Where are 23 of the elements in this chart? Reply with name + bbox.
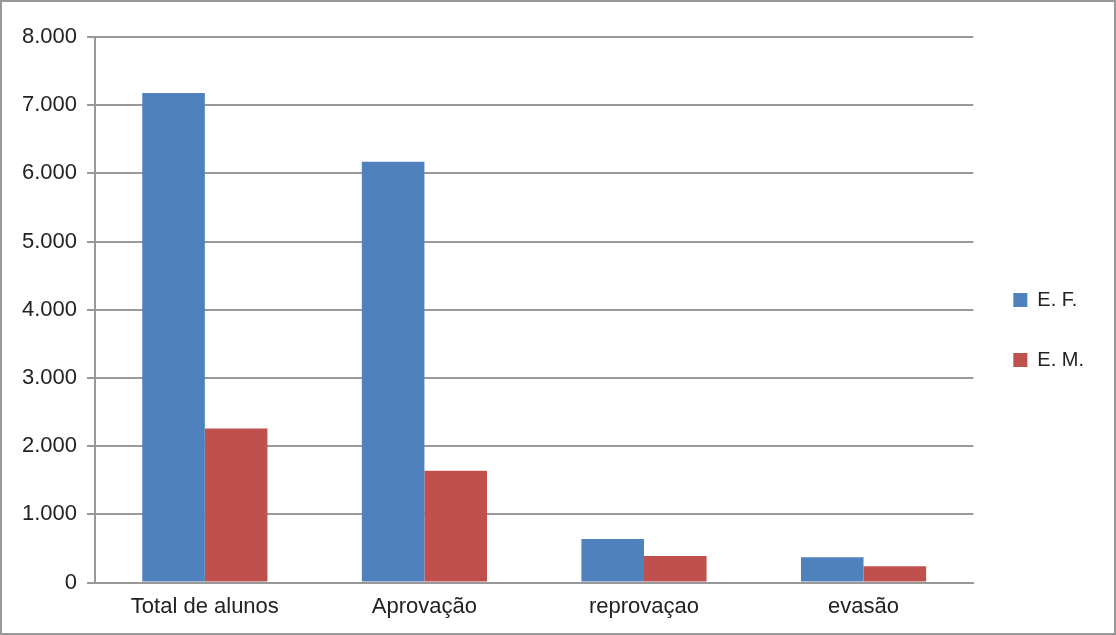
bar xyxy=(142,92,205,582)
bar xyxy=(643,556,707,582)
y-tick-label: 0 xyxy=(64,568,78,594)
y-tick-label: 8.000 xyxy=(21,23,78,49)
legend-label: E. M. xyxy=(1037,347,1084,370)
bar xyxy=(581,538,644,582)
bar xyxy=(800,557,864,582)
y-tick-label: 7.000 xyxy=(21,91,78,117)
bar xyxy=(424,470,487,582)
y-tick-label: 3.000 xyxy=(21,364,78,390)
bar xyxy=(204,428,268,582)
bar xyxy=(863,566,927,582)
y-tick-label: 4.000 xyxy=(21,295,78,321)
x-tick-label: evasão xyxy=(828,592,900,618)
x-tick-label: Aprovação xyxy=(371,592,477,618)
y-tick-label: 1.000 xyxy=(21,500,78,526)
y-tick-label: 5.000 xyxy=(21,227,78,253)
bar xyxy=(361,161,425,582)
x-tick-label: reprovaçao xyxy=(588,592,700,618)
legend-label: E. F. xyxy=(1037,287,1078,310)
y-tick-label: 2.000 xyxy=(21,432,78,458)
x-tick-label: Total de alunos xyxy=(130,592,279,618)
y-tick-label: 6.000 xyxy=(21,159,78,185)
